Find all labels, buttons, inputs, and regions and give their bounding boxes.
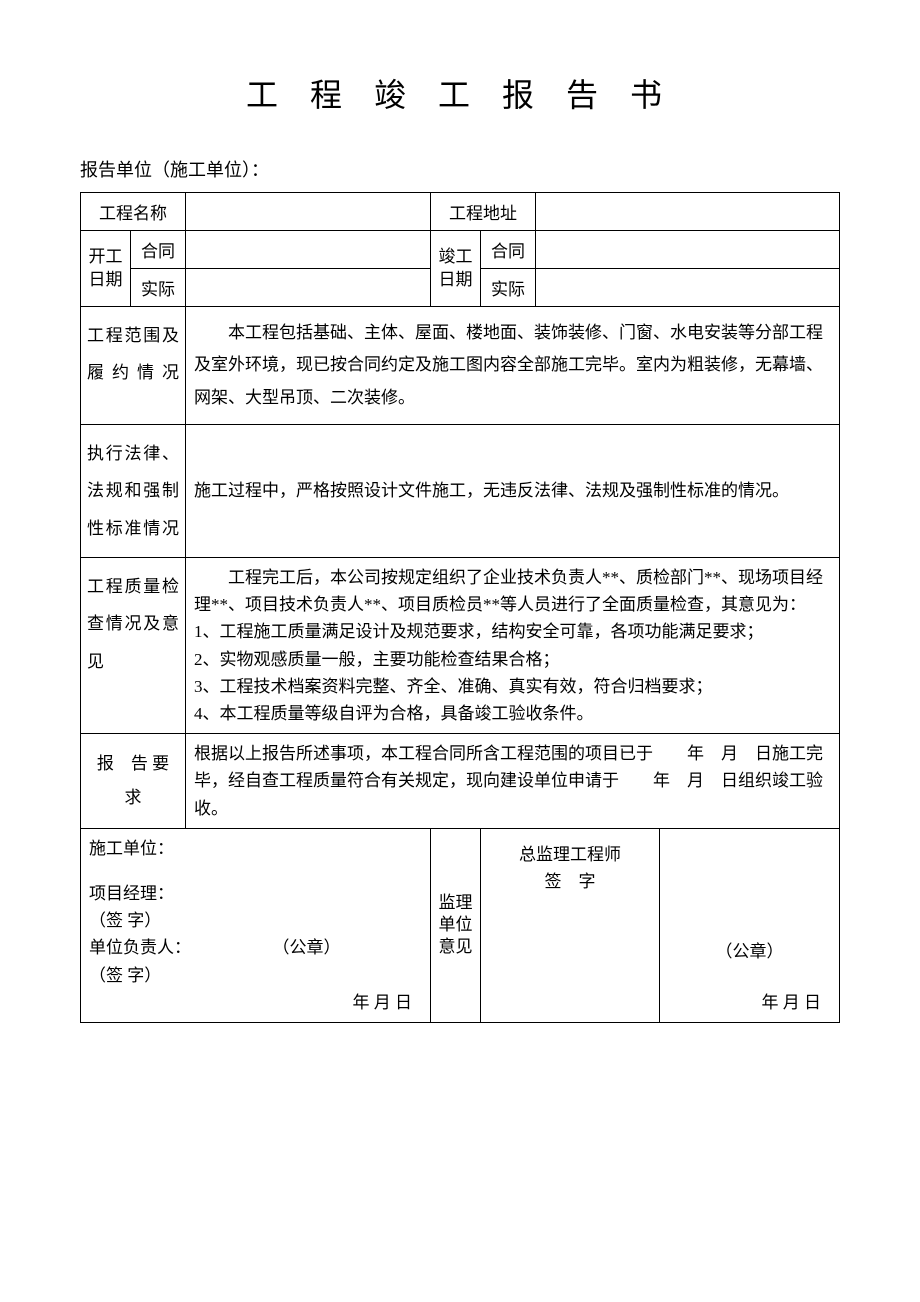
supervisor-sig-block: （公章） 年 月 日 — [660, 828, 840, 1022]
start-date-label: 开工日期 — [81, 231, 131, 307]
report-req-label: 报 告 要 求 — [81, 734, 186, 829]
table-row: 执行法律、法规和强制性标准情况 施工过程中，严格按照设计文件施工，无违反法律、法… — [81, 424, 840, 557]
law-content: 施工过程中，严格按照设计文件施工，无违反法律、法规及强制性标准的情况。 — [186, 424, 840, 557]
report-req-content: 根据以上报告所述事项，本工程合同所含工程范围的项目已于 年 月 日施工完毕，经自… — [186, 734, 840, 829]
start-contract-label: 合同 — [131, 231, 186, 269]
end-contract-label: 合同 — [481, 231, 536, 269]
seal-label-left: （公章） — [191, 934, 422, 961]
construction-unit-label: 施工单位： — [89, 835, 422, 862]
supervisor-unit-label: 监理单位意见 — [431, 828, 481, 1022]
project-manager-label: 项目经理： — [89, 880, 422, 907]
scope-content: 本工程包括基础、主体、屋面、楼地面、装饰装修、门窗、水电安装等分部工程及室外环境… — [186, 307, 840, 425]
start-actual-label: 实际 — [131, 269, 186, 307]
date-left: 年 月 日 — [89, 989, 422, 1016]
table-row: 工程名称 工程地址 — [81, 193, 840, 231]
chief-supervisor-sign-label: 签 字 — [485, 868, 655, 895]
project-name-label: 工程名称 — [81, 193, 186, 231]
quality-content: 工程完工后，本公司按规定组织了企业技术负责人**、质检部门**、现场项目经理**… — [186, 558, 840, 734]
pm-sign-label: （签 字） — [89, 907, 422, 934]
start-contract-value — [186, 231, 431, 269]
law-label: 执行法律、法规和强制性标准情况 — [81, 424, 186, 557]
start-actual-value — [186, 269, 431, 307]
page-title: 工 程 竣 工 报 告 书 — [80, 70, 840, 116]
table-row: 工程范围及履约情况 本工程包括基础、主体、屋面、楼地面、装饰装修、门窗、水电安装… — [81, 307, 840, 425]
report-unit-label: 报告单位（施工单位）： — [80, 156, 840, 182]
unit-head-label: 单位负责人： — [89, 934, 191, 961]
quality-label: 工程质量检查情况及意见 — [81, 558, 186, 734]
scope-label: 工程范围及履约情况 — [81, 307, 186, 425]
table-row: 工程质量检查情况及意见 工程完工后，本公司按规定组织了企业技术负责人**、质检部… — [81, 558, 840, 734]
project-address-value — [536, 193, 840, 231]
end-actual-label: 实际 — [481, 269, 536, 307]
chief-supervisor-block: 总监理工程师 签 字 — [481, 828, 660, 1022]
project-address-label: 工程地址 — [431, 193, 536, 231]
table-row: 施工单位： 项目经理： （签 字） 单位负责人： （公章） （签 字） 年 月 … — [81, 828, 840, 1022]
seal-label-right: （公章） — [668, 938, 831, 965]
project-name-value — [186, 193, 431, 231]
end-date-label: 竣工日期 — [431, 231, 481, 307]
table-row: 报 告 要 求 根据以上报告所述事项，本工程合同所含工程范围的项目已于 年 月 … — [81, 734, 840, 829]
date-right: 年 月 日 — [668, 989, 831, 1016]
end-contract-value — [536, 231, 840, 269]
table-row: 开工日期 合同 竣工日期 合同 — [81, 231, 840, 269]
chief-supervisor-label: 总监理工程师 — [485, 841, 655, 868]
unit-head-sign-label: （签 字） — [89, 962, 422, 989]
construction-unit-block: 施工单位： 项目经理： （签 字） 单位负责人： （公章） （签 字） 年 月 … — [81, 828, 431, 1022]
report-table: 工程名称 工程地址 开工日期 合同 竣工日期 合同 实际 实际 工程范围及履约情… — [80, 192, 840, 1023]
end-actual-value — [536, 269, 840, 307]
